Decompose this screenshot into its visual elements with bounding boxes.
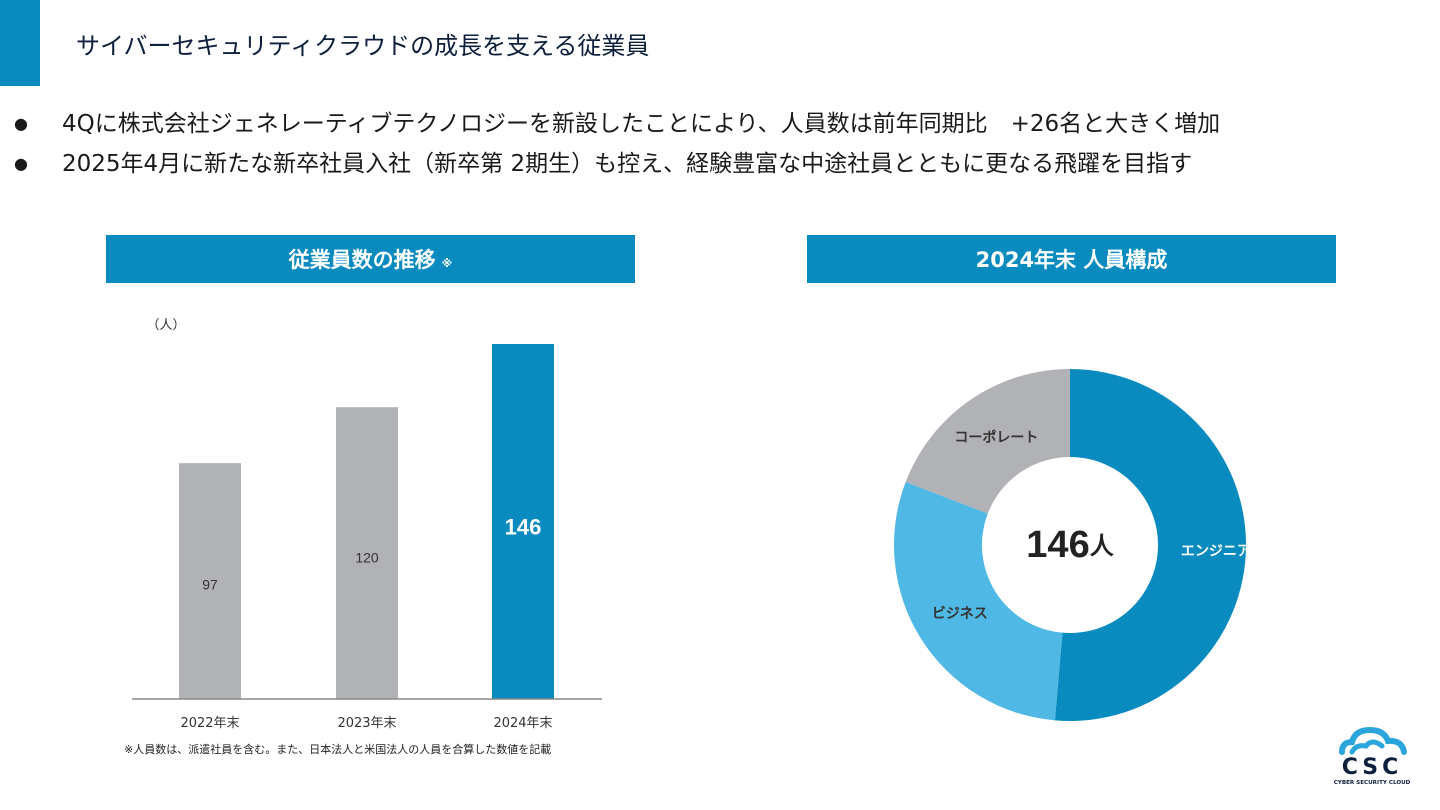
donut-center-value: 146 bbox=[1026, 524, 1089, 566]
bullet-list: ● 4Qに株式会社ジェネレーティブテクノロジーを新設したことにより、人員数は前年… bbox=[14, 104, 1220, 184]
bullet-marker: ● bbox=[14, 114, 28, 133]
bar-value-label: 120 bbox=[355, 550, 379, 566]
slice-label: ビジネス bbox=[932, 606, 988, 622]
bar bbox=[336, 407, 398, 699]
donut-slice bbox=[1054, 369, 1246, 721]
bar-chart: （人） 97 2022年末 120 2023年末 146 2024年末 bbox=[132, 318, 602, 731]
bullet-item: ● 4Qに株式会社ジェネレーティブテクノロジーを新設したことにより、人員数は前年… bbox=[14, 104, 1220, 144]
logo-text: CSC bbox=[1342, 755, 1403, 780]
bar-chart-title-note: ※ bbox=[441, 256, 453, 270]
pie-chart-title-text: 2024年末 人員構成 bbox=[975, 248, 1168, 272]
x-tick-label: 2023年末 bbox=[337, 716, 396, 731]
bar bbox=[492, 344, 554, 699]
bar-value-label: 97 bbox=[202, 576, 218, 592]
title-accent-block bbox=[0, 0, 40, 86]
x-tick-label: 2024年末 bbox=[493, 716, 552, 731]
bar bbox=[179, 463, 241, 699]
bar-chart-title-text: 従業員数の推移 bbox=[288, 248, 436, 272]
bar-value-label: 146 bbox=[505, 514, 542, 539]
pie-chart-title: 2024年末 人員構成 bbox=[807, 235, 1336, 283]
bullet-text: 2025年4月に新たな新卒社員入社（新卒第 2期生）も控え、経験豊富な中途社員と… bbox=[62, 151, 1193, 177]
donut-slice bbox=[905, 369, 1070, 514]
bullet-marker: ● bbox=[14, 154, 28, 173]
donut-center-label: 146人 bbox=[1026, 524, 1113, 566]
bullet-text: 4Qに株式会社ジェネレーティブテクノロジーを新設したことにより、人員数は前年同期… bbox=[62, 111, 1221, 137]
csc-logo: CSC CYBER SECURITY CLOUD bbox=[1334, 726, 1411, 786]
page-title: サイバーセキュリティクラウドの成長を支える従業員 bbox=[76, 32, 650, 60]
y-axis-unit-label: （人） bbox=[146, 318, 185, 333]
slice-label: エンジニア bbox=[1181, 543, 1251, 559]
donut-slice bbox=[894, 482, 1063, 721]
donut-center-unit: 人 bbox=[1090, 532, 1114, 560]
bar-chart-title: 従業員数の推移 ※ bbox=[106, 235, 635, 283]
cloud-icon bbox=[1339, 726, 1407, 755]
x-tick-label: 2022年末 bbox=[180, 716, 239, 731]
slice-label: コーポレート bbox=[954, 429, 1038, 446]
footnote: ※人員数は、派遣社員を含む。また、日本法人と米国法人の人員を合算した数値を記載 bbox=[124, 743, 552, 756]
logo-subtitle: CYBER SECURITY CLOUD bbox=[1334, 780, 1411, 786]
bullet-item: ● 2025年4月に新たな新卒社員入社（新卒第 2期生）も控え、経験豊富な中途社… bbox=[14, 144, 1220, 184]
